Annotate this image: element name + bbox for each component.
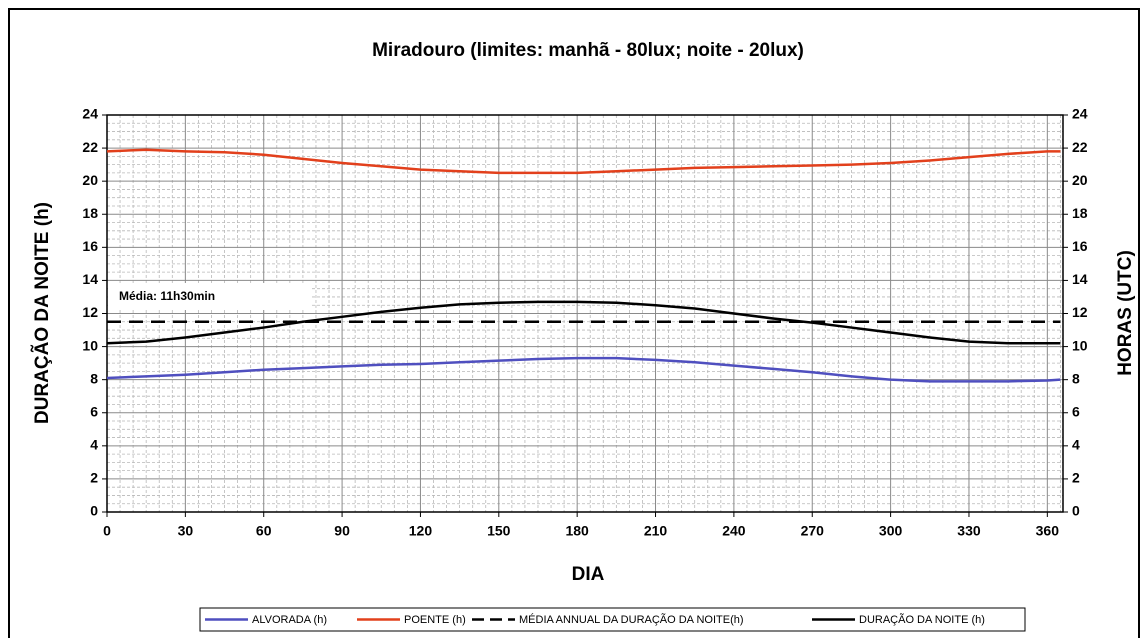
y-tick-label: 22 <box>82 139 98 155</box>
x-axis-label: DIA <box>572 564 605 585</box>
y2-tick-label: 22 <box>1072 139 1088 155</box>
y2-tick-label: 6 <box>1072 403 1080 419</box>
x-tick-label: 240 <box>722 523 746 539</box>
annotation-box <box>108 283 311 310</box>
y-tick-label: 16 <box>82 238 98 254</box>
series-line <box>106 356 1061 383</box>
y-tick-label: 18 <box>82 205 98 221</box>
legend <box>199 607 1026 632</box>
legend-label: DURAÇÃO DA NOITE (h) <box>859 613 985 626</box>
y-tick-label: 0 <box>90 503 98 519</box>
x-tick-label: 90 <box>334 523 350 539</box>
y2-tick-label: 16 <box>1072 238 1088 254</box>
y2-tick-label: 10 <box>1072 337 1088 353</box>
chart-title: Miradouro (limites: manhã - 80lux; noite… <box>372 40 804 61</box>
y-tick-label: 10 <box>82 337 98 353</box>
y2-tick-label: 18 <box>1072 205 1088 221</box>
x-tick-label: 120 <box>409 523 433 539</box>
x-tick-label: 210 <box>644 523 668 539</box>
y-tick-label: 20 <box>82 172 98 188</box>
x-tick-label: 180 <box>565 523 589 539</box>
series-line <box>106 148 1061 175</box>
legend-label: POENTE (h) <box>404 614 466 626</box>
y-tick-label: 24 <box>82 106 98 122</box>
x-tick-label: 270 <box>801 523 825 539</box>
y2-tick-label: 4 <box>1072 437 1080 453</box>
annotation: Média: 11h30min <box>119 289 215 303</box>
y2-tick-label: 2 <box>1072 470 1080 486</box>
y2-tick-label: 0 <box>1072 503 1080 519</box>
x-tick-label: 330 <box>957 523 981 539</box>
y-axis-label: DURAÇÃO DA NOITE (h) <box>31 202 53 424</box>
legend-label: ALVORADA (h) <box>252 614 327 626</box>
x-tick-label: 300 <box>879 523 903 539</box>
x-tick-label: 360 <box>1036 523 1060 539</box>
y-tick-label: 14 <box>82 271 98 287</box>
x-tick-label: 150 <box>487 523 511 539</box>
x-tick-label: 0 <box>103 523 111 539</box>
y2-tick-label: 12 <box>1072 304 1088 320</box>
y-tick-label: 6 <box>90 403 98 419</box>
series-line <box>106 300 1061 345</box>
y2-tick-label: 24 <box>1072 106 1088 122</box>
legend-label: MÉDIA ANNUAL DA DURAÇÃO DA NOITE(h) <box>519 613 744 626</box>
plot-border <box>106 114 1064 513</box>
y-tick-label: 8 <box>90 370 98 386</box>
y2-axis-label: HORAS (UTC) <box>1115 250 1136 376</box>
y-tick-label: 4 <box>90 437 98 453</box>
x-tick-label: 60 <box>256 523 272 539</box>
y2-tick-label: 20 <box>1072 172 1088 188</box>
y-tick-label: 2 <box>90 470 98 486</box>
y-tick-label: 12 <box>82 304 98 320</box>
y2-tick-label: 14 <box>1072 271 1088 287</box>
y2-tick-label: 8 <box>1072 370 1080 386</box>
x-tick-label: 30 <box>178 523 194 539</box>
